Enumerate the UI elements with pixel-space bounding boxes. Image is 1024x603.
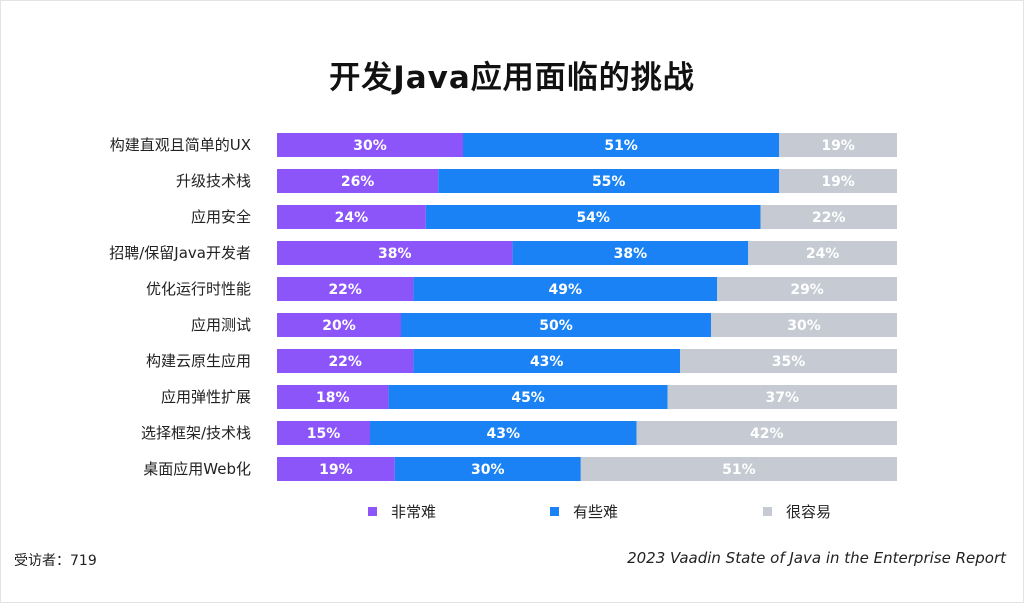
bar-segment [748, 241, 897, 265]
bar-value-label: 38% [614, 246, 648, 262]
bar-segment [512, 241, 749, 265]
bar-value-label: 24% [806, 246, 840, 262]
bar-segment [711, 313, 897, 337]
chart-legend: 非常难 有些难 很容易 [0, 501, 1024, 523]
bar-value-label: 50% [539, 318, 573, 334]
bar-value-label: 38% [378, 246, 412, 262]
legend-item-easy: 很容易 [763, 501, 831, 522]
bar-segment [667, 385, 897, 409]
category-label: 应用测试 [191, 316, 251, 334]
bar-segment [779, 133, 897, 157]
legend-item-somewhat-hard: 有些难 [550, 501, 618, 522]
bar-segment [438, 169, 780, 193]
bar-value-label: 19% [821, 138, 855, 154]
bar-value-label: 22% [812, 210, 846, 226]
category-label: 构建直观且简单的UX [110, 136, 251, 154]
bar-value-label: 30% [787, 318, 821, 334]
bar-segment [277, 205, 426, 229]
legend-label-very-hard: 非常难 [391, 503, 437, 521]
bar-value-label: 22% [328, 354, 362, 370]
bar-segment [277, 133, 463, 157]
bar-value-label: 43% [487, 426, 521, 442]
legend-label-easy: 很容易 [786, 503, 832, 521]
bar-segment [413, 277, 718, 301]
bar-segment [388, 385, 668, 409]
category-label: 招聘/保留Java开发者 [109, 244, 251, 262]
bar-segment [636, 421, 897, 445]
bar-segment [277, 241, 513, 265]
bar-value-label: 55% [592, 174, 626, 190]
bar-value-label: 49% [549, 282, 583, 298]
bar-value-label: 26% [341, 174, 375, 190]
bar-value-label: 42% [750, 426, 784, 442]
legend-swatch-somewhat-hard [550, 507, 559, 516]
bar-segment [277, 313, 401, 337]
bar-value-label: 19% [319, 462, 353, 478]
bar-value-label: 15% [307, 426, 341, 442]
bar-segment [277, 349, 414, 373]
respondents-count: 受访者：719 [14, 553, 97, 569]
bar-segment [413, 349, 680, 373]
bar-value-label: 43% [530, 354, 564, 370]
bar-value-label: 54% [576, 210, 610, 226]
bar-segment [425, 205, 761, 229]
stacked-bar-chart: 构建直观且简单的UX 30% 51% 19% 升级技术栈 26% 55% 19% 应用安全 24%… [109, 133, 897, 481]
bar-segment [277, 385, 389, 409]
bar-segment [580, 457, 897, 481]
bar-segment [277, 421, 370, 445]
bar-segment [779, 169, 897, 193]
bar-value-label: 35% [772, 354, 806, 370]
category-label: 应用弹性扩展 [161, 388, 251, 406]
legend-swatch-very-hard [368, 507, 377, 516]
bar-segment [394, 457, 581, 481]
category-label: 选择框架/技术栈 [141, 424, 251, 442]
bar-segment [370, 421, 637, 445]
bar-segment [277, 277, 414, 301]
bar-value-label: 45% [511, 390, 545, 406]
category-label: 升级技术栈 [176, 172, 251, 190]
bar-value-label: 22% [328, 282, 362, 298]
bar-value-label: 19% [821, 174, 855, 190]
bar-segment [680, 349, 897, 373]
bar-segment [277, 457, 395, 481]
category-label: 桌面应用Web化 [143, 460, 251, 478]
legend-swatch-easy [763, 507, 772, 516]
bar-value-label: 37% [766, 390, 800, 406]
bar-value-label: 30% [471, 462, 505, 478]
category-label: 应用安全 [191, 208, 251, 226]
bar-segment [717, 277, 897, 301]
chart-title: 开发Java应用面临的挑战 [329, 60, 695, 96]
bar-value-label: 20% [322, 318, 356, 334]
category-label: 优化运行时性能 [146, 280, 251, 298]
bar-value-label: 24% [335, 210, 369, 226]
legend-label-somewhat-hard: 有些难 [573, 503, 619, 521]
bar-value-label: 29% [790, 282, 824, 298]
bar-value-label: 30% [353, 138, 387, 154]
bar-value-label: 51% [722, 462, 756, 478]
bar-segment [401, 313, 711, 337]
bar-value-label: 18% [316, 390, 350, 406]
bar-value-label: 51% [604, 138, 638, 154]
bar-segment [277, 169, 439, 193]
source-citation: 2023 Vaadin State of Java in the Enterpr… [627, 549, 1006, 567]
legend-item-very-hard: 非常难 [368, 501, 436, 522]
bar-segment [760, 205, 897, 229]
bar-segment [463, 133, 780, 157]
category-label: 构建云原生应用 [146, 352, 251, 370]
